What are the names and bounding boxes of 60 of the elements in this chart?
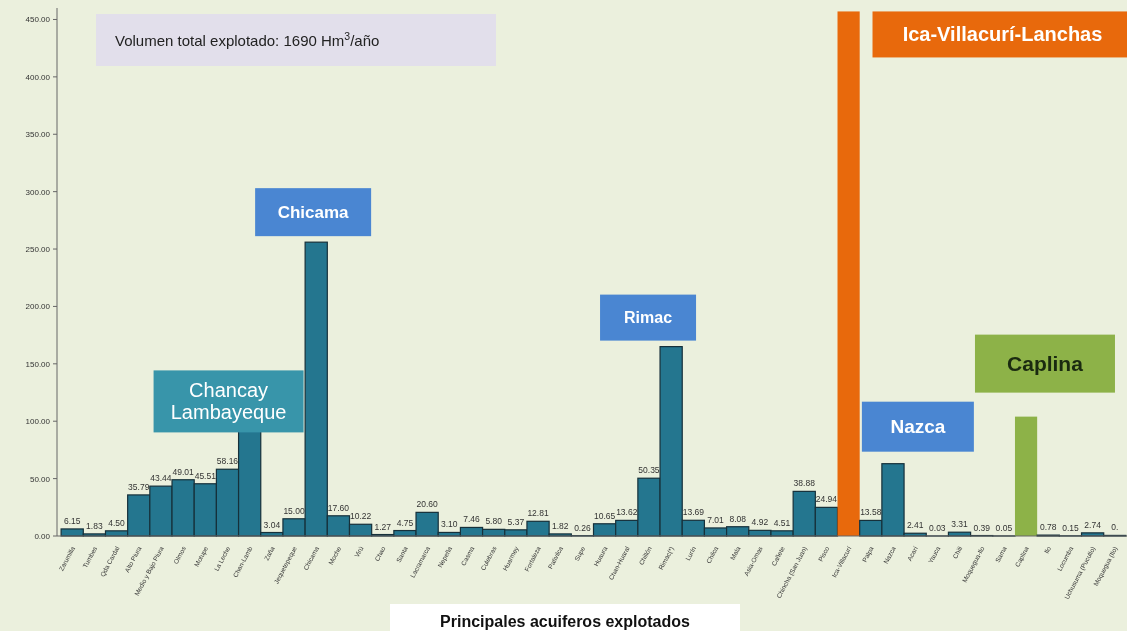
- data-label: 10.22: [349, 511, 372, 522]
- y-tick-label: 250.00: [25, 245, 51, 255]
- data-label: 58.16: [216, 456, 239, 467]
- data-label: 1.82: [551, 520, 569, 531]
- annotation: Caplina: [1007, 351, 1084, 375]
- data-label: 0.39: [973, 522, 991, 533]
- data-label: 2.74: [1084, 519, 1102, 530]
- data-label: 17.60: [327, 502, 350, 513]
- data-label: 4.92: [751, 517, 769, 528]
- data-label: 43.44: [150, 473, 172, 484]
- data-label: 38.88: [793, 478, 816, 489]
- data-label: 35.79: [128, 481, 150, 492]
- data-label: 2.41: [906, 520, 924, 531]
- data-label: 0.26: [574, 522, 591, 533]
- text: Volumen total explotado: 1690 Hm$^{3}$/año: [115, 30, 380, 49]
- data-label: 13.62: [616, 507, 638, 518]
- data-label: 1.83: [86, 520, 103, 531]
- data-label: 3.31: [951, 519, 969, 530]
- data-label: 5.80: [485, 516, 503, 527]
- y-tick-label: 100.00: [25, 417, 51, 427]
- data-label: 0.: [1111, 522, 1119, 533]
- y-tick-label: 400.00: [25, 72, 51, 82]
- data-label: 4.50: [108, 517, 126, 528]
- annotation: Chicama: [277, 203, 350, 223]
- data-label: 49.01: [172, 466, 195, 477]
- data-label: 7.01: [707, 514, 725, 525]
- data-label: 20.60: [416, 499, 439, 510]
- annotation: Nazca: [890, 416, 946, 438]
- annotation: Chancay Lambayeque: [170, 379, 287, 424]
- data-label: 4.51: [773, 517, 791, 528]
- data-label: 8.08: [729, 513, 747, 524]
- y-tick-label: 150.00: [25, 359, 51, 369]
- data-label: 0.15: [1062, 522, 1079, 533]
- data-label: 3.10: [441, 519, 458, 530]
- y-tick-label: 300.00: [25, 187, 51, 197]
- data-label: 13.58: [860, 507, 882, 518]
- x-axis-title: Principales acuiferos explotados: [440, 613, 691, 630]
- data-label: 13.69: [682, 507, 705, 518]
- data-label: 7.46: [463, 514, 481, 525]
- data-label: 4.75: [396, 517, 414, 528]
- data-label: 10.65: [593, 510, 616, 521]
- y-tick-label: 0.00: [34, 532, 51, 541]
- data-label: 15.00: [283, 505, 305, 516]
- data-label: 45.51: [194, 470, 217, 481]
- y-tick-label: 450.00: [25, 15, 51, 25]
- annotation: Rimac: [624, 309, 673, 327]
- data-label: 6.15: [63, 515, 81, 526]
- data-label: 0.78: [1039, 522, 1057, 533]
- data-label: 5.37: [507, 516, 525, 527]
- data-label: 12.81: [527, 508, 549, 519]
- data-label: 0.05: [995, 522, 1013, 533]
- data-label: 3.04: [263, 519, 281, 530]
- data-label: 0.03: [929, 522, 946, 533]
- data-label: 50.35: [638, 465, 660, 476]
- y-tick-label: 50.00: [29, 474, 51, 484]
- data-label: 24.94: [815, 494, 838, 505]
- data-label: 1.27: [374, 521, 392, 532]
- y-tick-label: 200.00: [25, 302, 51, 312]
- annotation: Ica-Villacurí-Lanchas: [902, 23, 1103, 46]
- y-tick-label: 350.00: [25, 130, 51, 140]
